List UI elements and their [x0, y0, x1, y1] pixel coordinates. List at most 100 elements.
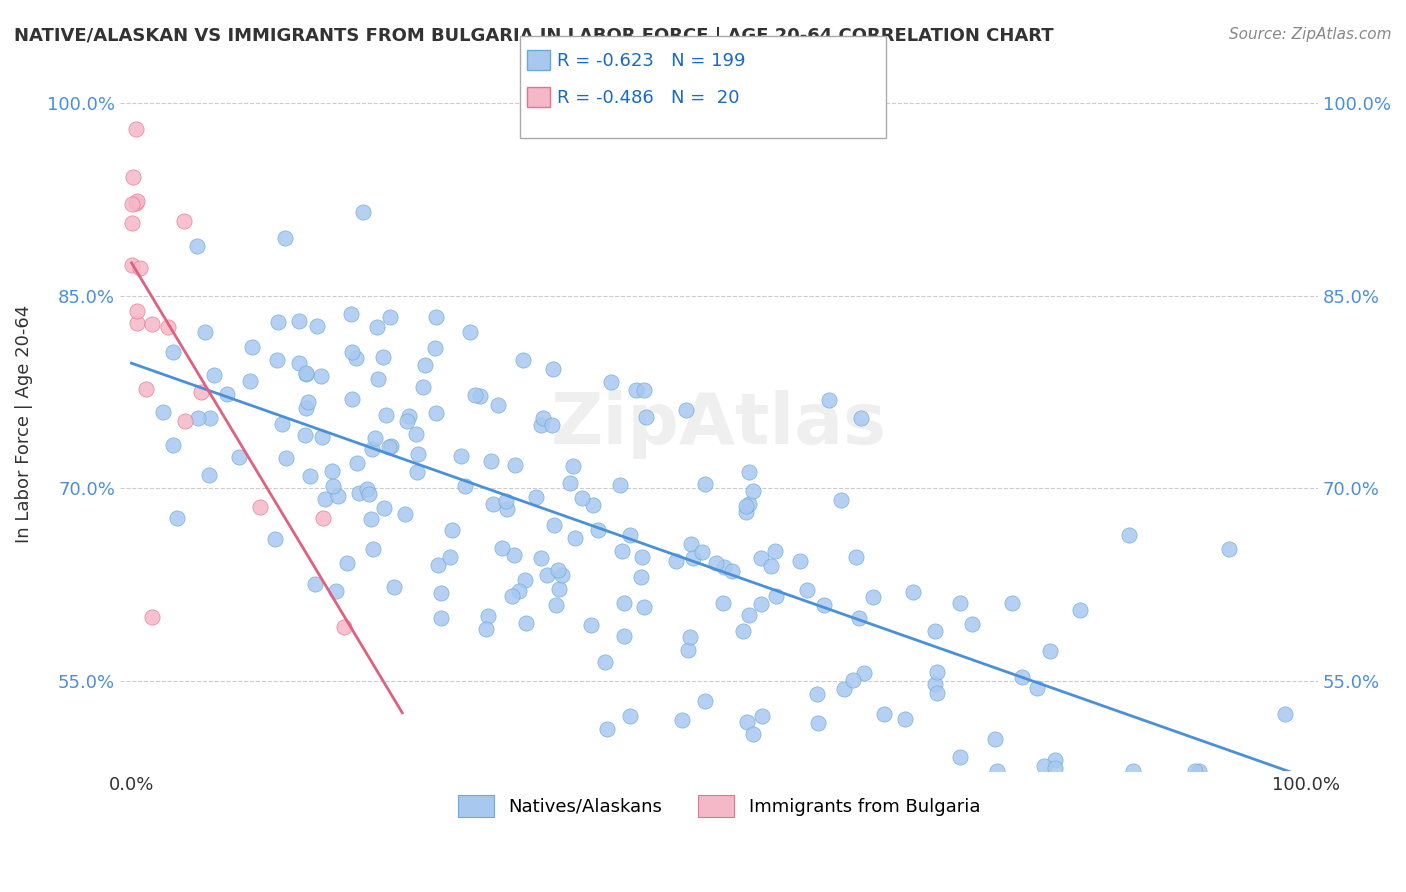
Point: [364, 431, 387, 445]
Point: [735, 714, 758, 729]
Point: [830, 493, 852, 508]
Point: [609, 478, 631, 492]
Point: [121, 216, 143, 230]
Point: [851, 411, 873, 425]
Point: [1045, 761, 1067, 775]
Point: [495, 501, 517, 516]
Point: [441, 523, 464, 537]
Point: [789, 553, 811, 567]
Point: [679, 537, 702, 551]
Point: [173, 414, 195, 428]
Point: [508, 584, 530, 599]
Point: [531, 410, 554, 425]
Point: [551, 568, 574, 582]
Point: [307, 318, 329, 333]
Point: [274, 451, 297, 466]
Point: [430, 611, 453, 625]
Point: [458, 325, 481, 339]
Point: [512, 352, 534, 367]
Point: [862, 590, 884, 604]
Point: [340, 307, 363, 321]
Point: [713, 560, 735, 574]
Point: [425, 310, 447, 324]
Point: [439, 549, 461, 564]
Point: [738, 497, 761, 511]
Point: [125, 196, 148, 211]
Point: [202, 368, 225, 382]
Point: [294, 401, 316, 416]
Point: [1033, 759, 1056, 773]
Point: [361, 542, 384, 557]
Point: [548, 582, 571, 596]
Point: [394, 508, 416, 522]
Point: [558, 476, 581, 491]
Point: [759, 558, 782, 573]
Point: [398, 409, 420, 423]
Point: [613, 629, 636, 643]
Point: [266, 352, 288, 367]
Point: [121, 197, 143, 211]
Point: [515, 574, 537, 588]
Point: [564, 531, 586, 545]
Point: [228, 450, 250, 464]
Point: [1184, 764, 1206, 778]
Point: [665, 554, 688, 568]
Point: [173, 214, 195, 228]
Point: [405, 427, 427, 442]
Point: [579, 618, 602, 632]
Point: [675, 403, 697, 417]
Point: [613, 596, 636, 610]
Point: [454, 479, 477, 493]
Point: [984, 731, 1007, 746]
Point: [395, 414, 418, 428]
Point: [187, 410, 209, 425]
Point: [960, 617, 983, 632]
Point: [1118, 528, 1140, 542]
Point: [340, 392, 363, 406]
Point: [1122, 764, 1144, 778]
Point: [166, 511, 188, 525]
Point: [619, 709, 641, 723]
Point: [336, 556, 359, 570]
Point: [366, 320, 388, 334]
Point: [304, 576, 326, 591]
Point: [125, 121, 148, 136]
Point: [322, 479, 344, 493]
Point: [412, 380, 434, 394]
Point: [371, 350, 394, 364]
Point: [596, 722, 619, 736]
Point: [742, 483, 765, 498]
Point: [423, 341, 446, 355]
Point: [894, 712, 917, 726]
Point: [711, 596, 734, 610]
Point: [311, 368, 333, 383]
Point: [612, 543, 634, 558]
Point: [406, 465, 429, 479]
Point: [751, 709, 773, 723]
Point: [125, 194, 148, 208]
Point: [425, 406, 447, 420]
Point: [321, 465, 343, 479]
Text: ZipAtlas: ZipAtlas: [551, 390, 887, 458]
Point: [593, 655, 616, 669]
Point: [676, 643, 699, 657]
Point: [706, 556, 728, 570]
Point: [842, 673, 865, 687]
Point: [806, 687, 828, 701]
Point: [1043, 753, 1066, 767]
Text: R = -0.623   N = 199: R = -0.623 N = 199: [557, 52, 745, 70]
Text: NATIVE/ALASKAN VS IMMIGRANTS FROM BULGARIA IN LABOR FORCE | AGE 20-64 CORRELATIO: NATIVE/ALASKAN VS IMMIGRANTS FROM BULGAR…: [14, 27, 1053, 45]
Point: [347, 486, 370, 500]
Point: [198, 467, 221, 482]
Point: [530, 418, 553, 433]
Point: [287, 313, 309, 327]
Point: [502, 548, 524, 562]
Point: [547, 563, 569, 577]
Point: [294, 428, 316, 442]
Point: [122, 169, 145, 184]
Point: [190, 384, 212, 399]
Point: [818, 392, 841, 407]
Point: [765, 589, 787, 603]
Point: [288, 356, 311, 370]
Point: [495, 493, 517, 508]
